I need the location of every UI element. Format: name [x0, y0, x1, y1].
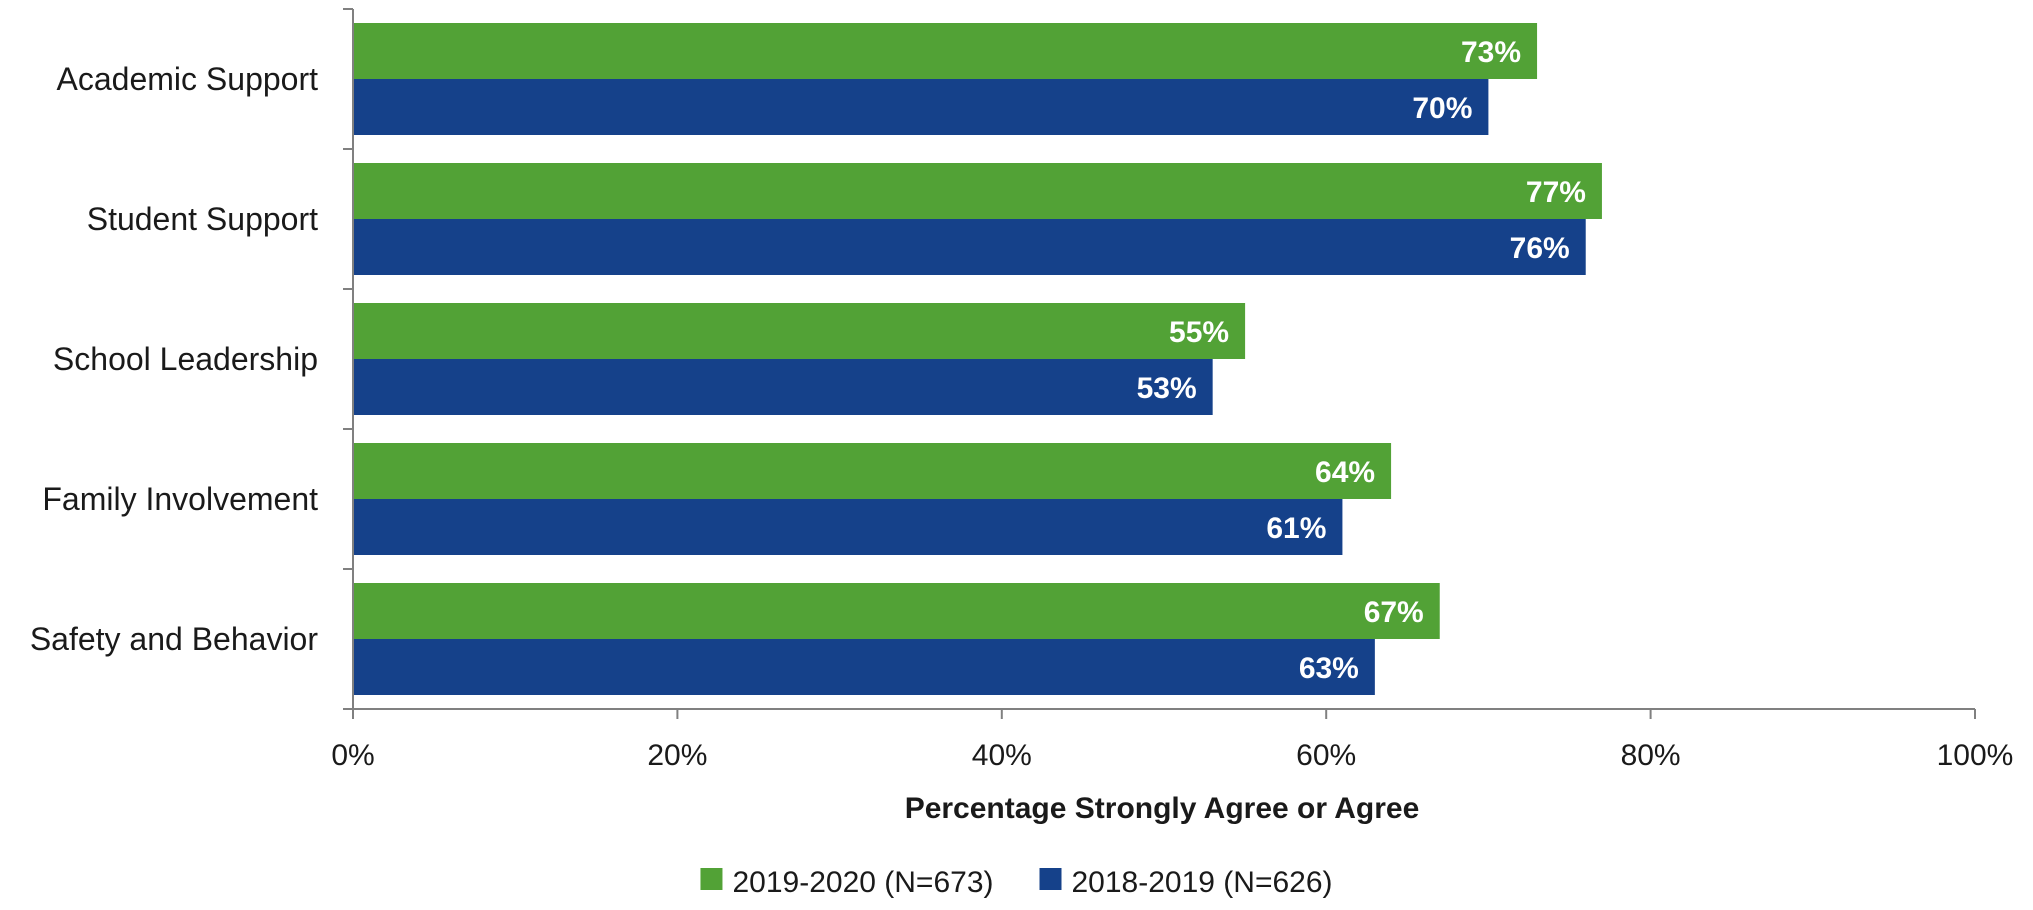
category-labels-group: Academic Support Student Support School Le…	[30, 61, 319, 657]
x-tick-label: 80%	[1621, 739, 1681, 772]
data-label: 77%	[1526, 176, 1586, 209]
data-labels-group: 73% 70% 77% 76% 55% 53% 64% 61% 67%63%	[1137, 36, 1586, 685]
x-tick-label: 0%	[331, 739, 374, 772]
x-axis-title: Percentage Strongly Agree or Agree	[905, 792, 1420, 825]
legend-label: 2019-2020 (N=673)	[732, 866, 993, 899]
x-tick-label: 100%	[1937, 739, 2014, 772]
x-tick-label: 40%	[972, 739, 1032, 772]
bar-series1-school-leadership	[353, 303, 1246, 359]
data-label: 55%	[1169, 316, 1229, 349]
bars-group	[353, 23, 1602, 695]
data-label: 61%	[1266, 512, 1326, 545]
legend-swatch	[1039, 868, 1062, 890]
data-label: 63%	[1299, 652, 1359, 685]
data-label: 67%	[1364, 596, 1424, 629]
data-label: 70%	[1412, 92, 1472, 125]
data-label: 64%	[1315, 456, 1375, 489]
data-label: 53%	[1137, 372, 1197, 405]
data-label: 76%	[1510, 232, 1570, 265]
bar-series2-student-support	[353, 219, 1586, 275]
category-label: Family Involvement	[42, 481, 318, 517]
legend: 2019-2020 (N=673) 2018-2019 (N=626)	[700, 866, 1333, 899]
bar-series2-safety-and-behavior	[353, 639, 1375, 695]
tick-labels-group: 0% 20% 40% 60% 80% 100%	[331, 739, 2013, 772]
data-label: 73%	[1461, 36, 1521, 69]
bar-series2-academic-support	[353, 79, 1489, 135]
x-tick-label: 20%	[647, 739, 707, 772]
category-label: Student Support	[87, 201, 318, 237]
bar-series1-student-support	[353, 163, 1602, 219]
category-label: Academic Support	[57, 61, 319, 97]
x-tick-label: 60%	[1296, 739, 1356, 772]
legend-swatch	[700, 868, 723, 890]
bar-series2-school-leadership	[353, 359, 1213, 415]
category-label: Safety and Behavior	[30, 621, 319, 657]
legend-label: 2018-2019 (N=626)	[1072, 866, 1333, 899]
bar-series1-safety-and-behavior	[353, 583, 1440, 639]
bar-series1-academic-support	[353, 23, 1538, 79]
category-label: School Leadership	[53, 341, 318, 377]
axes-group	[343, 8, 1976, 719]
bar-series1-family-involvement	[353, 443, 1392, 499]
bar-series2-family-involvement	[353, 499, 1343, 555]
